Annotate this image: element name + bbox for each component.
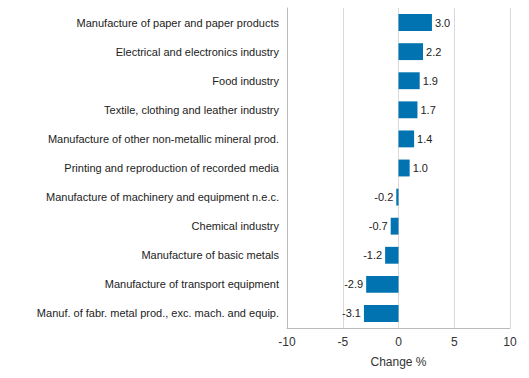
svg-text:3.0: 3.0 bbox=[435, 17, 450, 29]
svg-text:-0.2: -0.2 bbox=[374, 191, 393, 203]
svg-text:-10: -10 bbox=[278, 335, 296, 349]
svg-text:Printing and reproduction of r: Printing and reproduction of recorded me… bbox=[64, 162, 280, 174]
svg-text:Manufacture of machinery and e: Manufacture of machinery and equipment n… bbox=[46, 191, 279, 203]
svg-text:10: 10 bbox=[503, 335, 517, 349]
svg-text:Manuf. of fabr. metal prod., e: Manuf. of fabr. metal prod., exc. mach. … bbox=[37, 307, 279, 319]
svg-text:-1.2: -1.2 bbox=[363, 249, 382, 261]
svg-text:Manufacture of other non-metal: Manufacture of other non-metallic minera… bbox=[48, 133, 279, 145]
svg-text:1.9: 1.9 bbox=[423, 75, 438, 87]
svg-text:Manufacture of transport equip: Manufacture of transport equipment bbox=[105, 278, 279, 290]
svg-text:Manufacture of paper and paper: Manufacture of paper and paper products bbox=[77, 17, 280, 29]
svg-text:Electrical and electronics ind: Electrical and electronics industry bbox=[116, 46, 280, 58]
svg-text:1.4: 1.4 bbox=[417, 133, 432, 145]
svg-text:-3.1: -3.1 bbox=[342, 307, 361, 319]
svg-text:1.0: 1.0 bbox=[413, 162, 428, 174]
svg-text:0: 0 bbox=[395, 335, 402, 349]
svg-text:Food industry: Food industry bbox=[212, 75, 279, 87]
svg-text:-5: -5 bbox=[337, 335, 348, 349]
svg-text:5: 5 bbox=[451, 335, 458, 349]
svg-text:-2.9: -2.9 bbox=[344, 278, 363, 290]
svg-text:Chemical industry: Chemical industry bbox=[192, 220, 280, 232]
svg-text:Change %: Change % bbox=[370, 355, 426, 369]
svg-text:2.2: 2.2 bbox=[426, 46, 441, 58]
svg-text:-0.7: -0.7 bbox=[369, 220, 388, 232]
svg-text:Textile, clothing and leather: Textile, clothing and leather industry bbox=[104, 104, 279, 116]
svg-text:1.7: 1.7 bbox=[420, 104, 435, 116]
svg-text:Manufacture of basic metals: Manufacture of basic metals bbox=[141, 249, 279, 261]
